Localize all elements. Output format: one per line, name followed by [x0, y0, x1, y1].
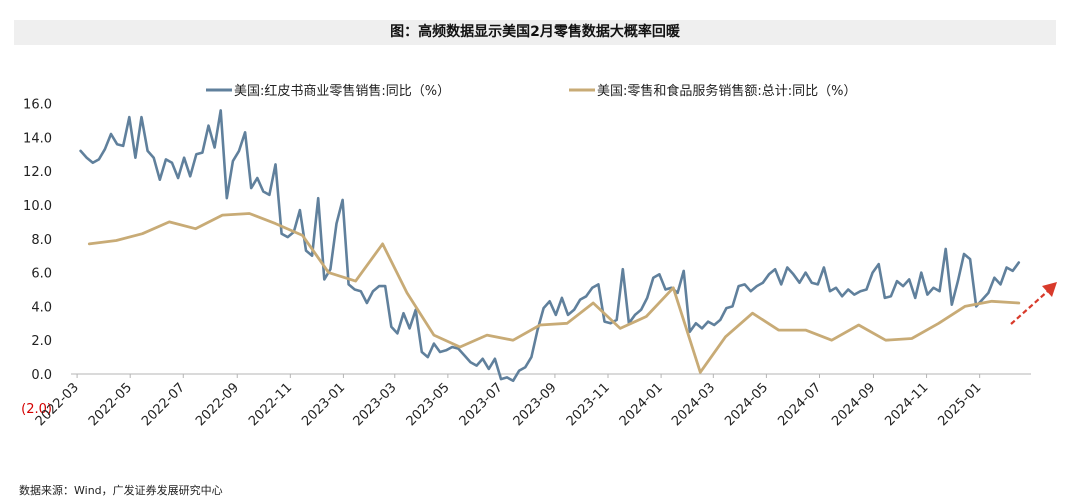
y-tick-label: 8.0 — [31, 233, 52, 248]
x-tick-label: 2022-05 — [86, 380, 135, 429]
x-tick-label: 2024-09 — [829, 380, 878, 429]
y-tick-label: 6.0 — [31, 267, 52, 282]
trend-arrow — [1010, 282, 1057, 325]
x-tick-label: 2023-05 — [404, 380, 453, 429]
x-tick-label: 2024-05 — [722, 380, 771, 429]
trend-arrow-head — [1042, 282, 1057, 297]
x-tick-label: 2022-07 — [139, 380, 188, 429]
x-tick-label: 2022-09 — [193, 380, 242, 429]
x-tick-label: 2023-11 — [564, 380, 613, 429]
x-tick-label: 2023-09 — [511, 380, 560, 429]
x-tick-label: 2025-01 — [935, 380, 984, 429]
legend-label: 美国:红皮书商业零售销售:同比（%） — [234, 83, 450, 99]
y-tick-label: 2.0 — [31, 334, 52, 349]
x-tick-label: 2022-11 — [246, 380, 295, 429]
y-tick-label: 14.0 — [23, 131, 52, 146]
x-tick-label: 2023-01 — [299, 380, 348, 429]
x-tick-label: 2024-07 — [775, 380, 824, 429]
y-tick-label: (2.0) — [21, 402, 52, 417]
y-axis-ticks: 16.0 14.0 12.0 10.0 8.0 6.0 4.0 2.0 0.0 (2.0) — [21, 98, 52, 417]
y-tick-label: 12.0 — [23, 165, 52, 180]
x-tick-label: 2023-03 — [351, 380, 400, 429]
series-line-1 — [79, 109, 1021, 383]
legend-label: 美国:零售和食品服务销售额:总计:同比（%） — [597, 83, 857, 99]
x-axis: 2022-03 2022-05 2022-07 2022-09 2022-11 2023-… — [33, 373, 1031, 429]
x-tick-label: 2024-01 — [617, 380, 666, 429]
y-tick-label: 10.0 — [23, 199, 52, 214]
legend: 美国:红皮书商业零售销售:同比（%） 美国:零售和食品服务销售额:总计:同比（%） — [206, 83, 857, 99]
series-line-2 — [87, 212, 1021, 374]
x-tick-label: 2024-11 — [882, 380, 931, 429]
chart-title: 图：高频数据显示美国2月零售数据大概率回暖 — [14, 20, 1056, 45]
y-tick-label: 4.0 — [31, 300, 52, 315]
y-tick-label: 16.0 — [23, 98, 52, 113]
x-tick-label: 2024-03 — [669, 380, 718, 429]
y-tick-label: 0.0 — [31, 368, 52, 383]
x-tick-label: 2023-07 — [457, 380, 506, 429]
trend-arrow-line — [1010, 289, 1050, 325]
series-lines — [79, 109, 1021, 383]
source-note: 数据来源：Wind，广发证券发展研究中心 — [19, 484, 223, 497]
